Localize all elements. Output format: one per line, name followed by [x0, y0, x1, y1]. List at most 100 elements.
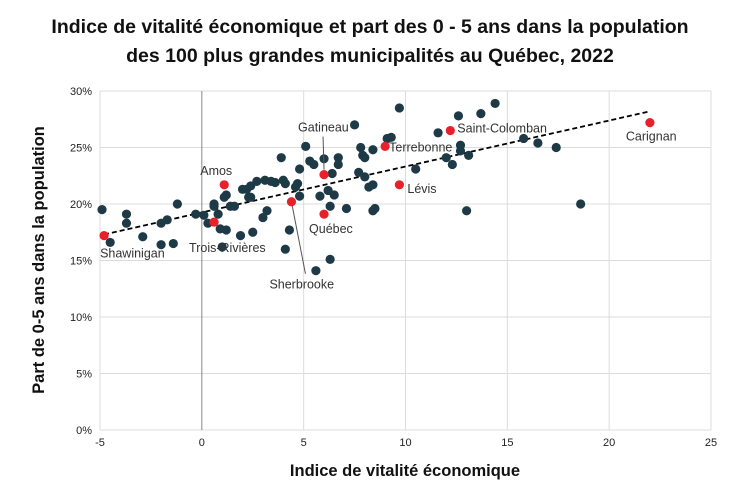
point-label: Québec [309, 222, 353, 236]
data-point [292, 179, 303, 189]
data-point [341, 203, 352, 214]
point-label: Saint-Colomban [457, 122, 547, 136]
point-label: Trois-Rivières [189, 241, 266, 255]
y-tick-label: 10% [70, 312, 92, 324]
leader-line [290, 201, 306, 274]
data-point [97, 205, 107, 215]
highlighted-point [209, 217, 219, 227]
data-point [191, 209, 201, 219]
x-tick-label: 25 [705, 437, 717, 449]
data-point [325, 201, 335, 211]
data-point [329, 190, 339, 200]
data-point [168, 238, 178, 249]
y-tick-label: 15% [70, 256, 92, 268]
point-label: Shawinigan [100, 247, 165, 261]
data-point [476, 109, 486, 119]
data-point [327, 168, 337, 179]
data-point [333, 159, 343, 170]
points [97, 98, 586, 276]
data-point [356, 142, 366, 153]
point-label: Lévis [407, 182, 436, 196]
data-point [284, 225, 295, 235]
data-point [447, 159, 457, 170]
point-label: Sherbrooke [269, 278, 334, 292]
data-point [333, 153, 343, 163]
data-point [490, 98, 500, 109]
data-point [229, 201, 240, 211]
data-point [258, 212, 268, 223]
data-point [455, 146, 466, 156]
data-point [368, 145, 378, 155]
data-point [309, 159, 319, 170]
x-tick-label: 5 [301, 437, 307, 449]
highlighted-point [380, 141, 390, 151]
chart-title-line-1: Indice de vitalité économique et part de… [51, 16, 689, 38]
data-point [386, 132, 396, 142]
data-point [576, 199, 586, 209]
x-tick-label: 0 [199, 437, 205, 449]
data-point [276, 153, 286, 163]
data-point [209, 201, 219, 211]
data-point [311, 266, 321, 276]
data-point [370, 203, 380, 214]
data-point [294, 164, 305, 174]
chart-title-line-2: des 100 plus grandes municipalités au Qu… [126, 45, 614, 67]
data-point [252, 176, 262, 186]
x-tick-label: -5 [95, 437, 105, 449]
data-point [248, 227, 258, 237]
x-axis-label: Indice de vitalité économique [290, 462, 520, 480]
data-point [551, 142, 561, 153]
data-point [199, 210, 209, 220]
y-tick-label: 20% [70, 199, 92, 211]
data-point [280, 179, 290, 189]
data-point [105, 237, 115, 248]
y-tick-label: 0% [76, 425, 92, 437]
leader-line [322, 136, 325, 170]
data-point [280, 244, 290, 254]
data-point [221, 190, 231, 200]
point-label: Amos [200, 164, 232, 178]
data-point [294, 191, 305, 201]
y-tick-label: 25% [70, 143, 92, 155]
data-point [246, 192, 256, 202]
data-point [349, 120, 360, 130]
y-tick-label: 5% [76, 369, 92, 381]
highlighted-point [219, 180, 229, 190]
data-point [121, 218, 132, 228]
x-tick-label: 10 [399, 437, 411, 449]
highlighted-point [319, 170, 329, 180]
highlighted-point [99, 231, 109, 241]
data-point [138, 232, 148, 242]
data-point [217, 242, 227, 252]
data-point [368, 180, 378, 190]
data-point [441, 153, 451, 163]
data-point [533, 138, 543, 148]
data-point [462, 206, 472, 216]
data-point [162, 215, 172, 225]
x-tick-label: 20 [603, 437, 615, 449]
data-point [121, 209, 132, 219]
highlighted-point [445, 125, 455, 136]
data-point [360, 153, 370, 163]
data-point [301, 141, 311, 151]
highlighted-points: Shawinigan Trois-Rivières Amos Sherbrooke Ga… [99, 118, 677, 292]
data-point [235, 231, 246, 241]
data-point [172, 199, 182, 209]
data-point [464, 150, 474, 161]
data-point [262, 206, 272, 216]
point-label: Gatineau [298, 121, 349, 135]
highlighted-point [394, 180, 404, 190]
data-point [394, 103, 404, 113]
highlighted-point [319, 209, 329, 219]
data-point [315, 191, 325, 201]
point-label: Terrebonne [389, 140, 452, 154]
chart-title: Indice de vitalité économique et part de… [0, 13, 740, 71]
point-label: Carignan [626, 130, 677, 144]
data-point [325, 254, 335, 264]
data-point [270, 177, 280, 188]
data-point [221, 225, 231, 235]
data-point [519, 133, 529, 144]
data-point [213, 209, 223, 219]
data-point [156, 240, 166, 250]
